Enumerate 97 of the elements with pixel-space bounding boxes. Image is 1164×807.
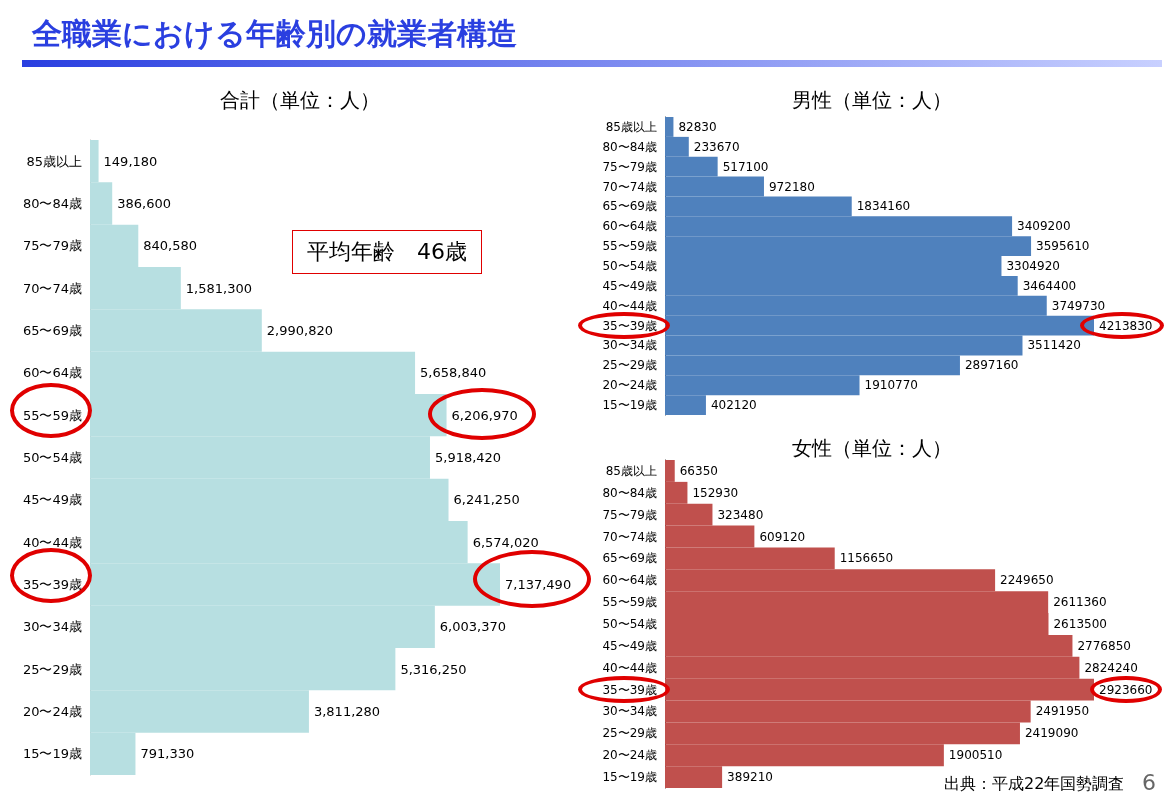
text: 全職業における年齢別の就業者構造	[32, 15, 517, 53]
data-label: 6,206,970	[451, 407, 518, 423]
y-tick-label: 50〜54歳	[22, 450, 82, 465]
y-tick-label: 70〜74歳	[602, 529, 657, 544]
y-tick-label: 70〜74歳	[602, 179, 657, 194]
y-tick-label: 30〜34歳	[22, 619, 82, 635]
data-label: 386,600	[117, 196, 171, 211]
data-label: 1910770	[864, 378, 918, 393]
y-tick-label: 70〜74歳	[22, 280, 82, 296]
y-tick-label: 25〜29歳	[602, 358, 657, 373]
data-label: 3304920	[1006, 259, 1060, 273]
data-label: 389210	[727, 770, 773, 785]
data-label: 4213830	[1099, 318, 1153, 333]
data-label: 5,918,420	[434, 450, 502, 465]
data-label: 3595610	[1036, 239, 1090, 254]
y-tick-label: 15〜19歳	[602, 770, 657, 785]
data-label: 3409200	[1017, 219, 1071, 234]
y-tick-label: 85歳以上	[605, 119, 657, 134]
data-label: 2,990,820	[266, 323, 333, 338]
data-label: 2611360	[1053, 595, 1107, 610]
y-tick-label: 35〜39歳	[602, 318, 657, 333]
y-tick-label: 65〜69歳	[602, 551, 657, 566]
y-tick-label: 30〜34歳	[602, 704, 657, 719]
data-label: 972180	[768, 179, 815, 194]
text: 6	[1142, 770, 1156, 795]
data-label: 82830	[678, 119, 717, 134]
data-label: 2897160	[964, 358, 1019, 373]
data-label: 3511420	[1027, 338, 1081, 353]
data-label: 2491950	[1035, 704, 1090, 719]
data-label: 2249650	[1000, 573, 1054, 588]
y-tick-label: 20〜24歳	[602, 748, 657, 763]
y-tick-label: 85歳以上	[26, 153, 82, 169]
data-label: 840,580	[143, 238, 198, 254]
data-label: 323480	[717, 507, 764, 522]
y-tick-label: 20〜24歳	[602, 378, 657, 393]
data-label: 7,137,490	[505, 577, 572, 592]
y-tick-label: 35〜39歳	[602, 682, 657, 697]
data-label: 609120	[759, 529, 806, 544]
data-label: 2923660	[1099, 682, 1153, 697]
y-tick-label: 55〜59歳	[602, 595, 657, 610]
y-tick-label: 45〜49歳	[22, 492, 82, 508]
data-label: 3749730	[1051, 298, 1106, 313]
data-label: 233670	[693, 139, 740, 154]
data-label: 2419090	[1024, 726, 1079, 741]
y-tick-label: 80〜84歳	[22, 196, 82, 211]
data-label: 517100	[722, 159, 769, 174]
y-tick-label: 25〜29歳	[602, 726, 657, 741]
y-tick-label: 55〜59歳	[22, 407, 82, 423]
data-label: 1156650	[839, 551, 894, 566]
data-label: 2824240	[1084, 660, 1138, 675]
y-tick-label: 75〜79歳	[602, 507, 657, 522]
y-tick-label: 80〜84歳	[602, 485, 657, 500]
data-label: 5,316,250	[400, 661, 467, 677]
y-tick-label: 85歳以上	[605, 463, 657, 478]
y-tick-label: 80〜84歳	[602, 139, 657, 154]
y-tick-label: 40〜44歳	[602, 298, 657, 313]
y-tick-label: 45〜49歳	[602, 278, 657, 293]
data-label: 3,811,280	[313, 704, 381, 719]
y-tick-label: 60〜64歳	[602, 573, 657, 588]
data-label: 6,003,370	[439, 619, 507, 635]
annotation: 出典：平成22年国勢調査	[944, 774, 1125, 795]
data-label: 5,658,840	[420, 365, 487, 381]
y-tick-label: 50〜54歳	[602, 617, 657, 631]
y-tick-label: 15〜19歳	[22, 746, 82, 762]
y-tick-label: 60〜64歳	[602, 219, 657, 234]
chart-title: 男性（単位：人）	[792, 88, 952, 112]
y-tick-label: 60〜64歳	[22, 365, 82, 381]
data-label: 1900510	[948, 748, 1003, 763]
data-label: 149,180	[103, 153, 158, 169]
data-label: 2776850	[1077, 638, 1131, 653]
y-tick-label: 65〜69歳	[22, 323, 82, 338]
data-label: 1,581,300	[185, 280, 253, 296]
data-label: 402120	[710, 398, 757, 413]
y-tick-label: 25〜29歳	[22, 661, 82, 677]
y-tick-label: 45〜49歳	[602, 638, 657, 653]
y-tick-label: 40〜44歳	[22, 534, 82, 550]
y-tick-label: 35〜39歳	[22, 577, 82, 592]
chart-title: 合計（単位：人）	[220, 88, 380, 112]
annotation: 平均年齢 46歳	[292, 230, 482, 274]
y-tick-label: 65〜69歳	[602, 199, 657, 214]
data-label: 6,574,020	[472, 534, 539, 550]
y-tick-label: 20〜24歳	[22, 704, 82, 719]
y-tick-label: 40〜44歳	[602, 660, 657, 675]
data-label: 1834160	[856, 199, 911, 214]
y-tick-label: 55〜59歳	[602, 239, 657, 254]
chart-title: 女性（単位：人）	[792, 436, 952, 460]
data-label: 66350	[679, 463, 718, 478]
y-tick-label: 75〜79歳	[602, 159, 657, 174]
y-tick-label: 30〜34歳	[602, 338, 657, 353]
y-tick-label: 15〜19歳	[602, 398, 657, 413]
data-label: 152930	[692, 485, 739, 500]
y-tick-label: 75〜79歳	[22, 238, 82, 254]
data-label: 791,330	[140, 746, 195, 762]
y-tick-label: 50〜54歳	[602, 259, 657, 273]
data-label: 2613500	[1053, 617, 1107, 631]
data-label: 3464400	[1022, 278, 1077, 293]
data-label: 6,241,250	[453, 492, 520, 508]
